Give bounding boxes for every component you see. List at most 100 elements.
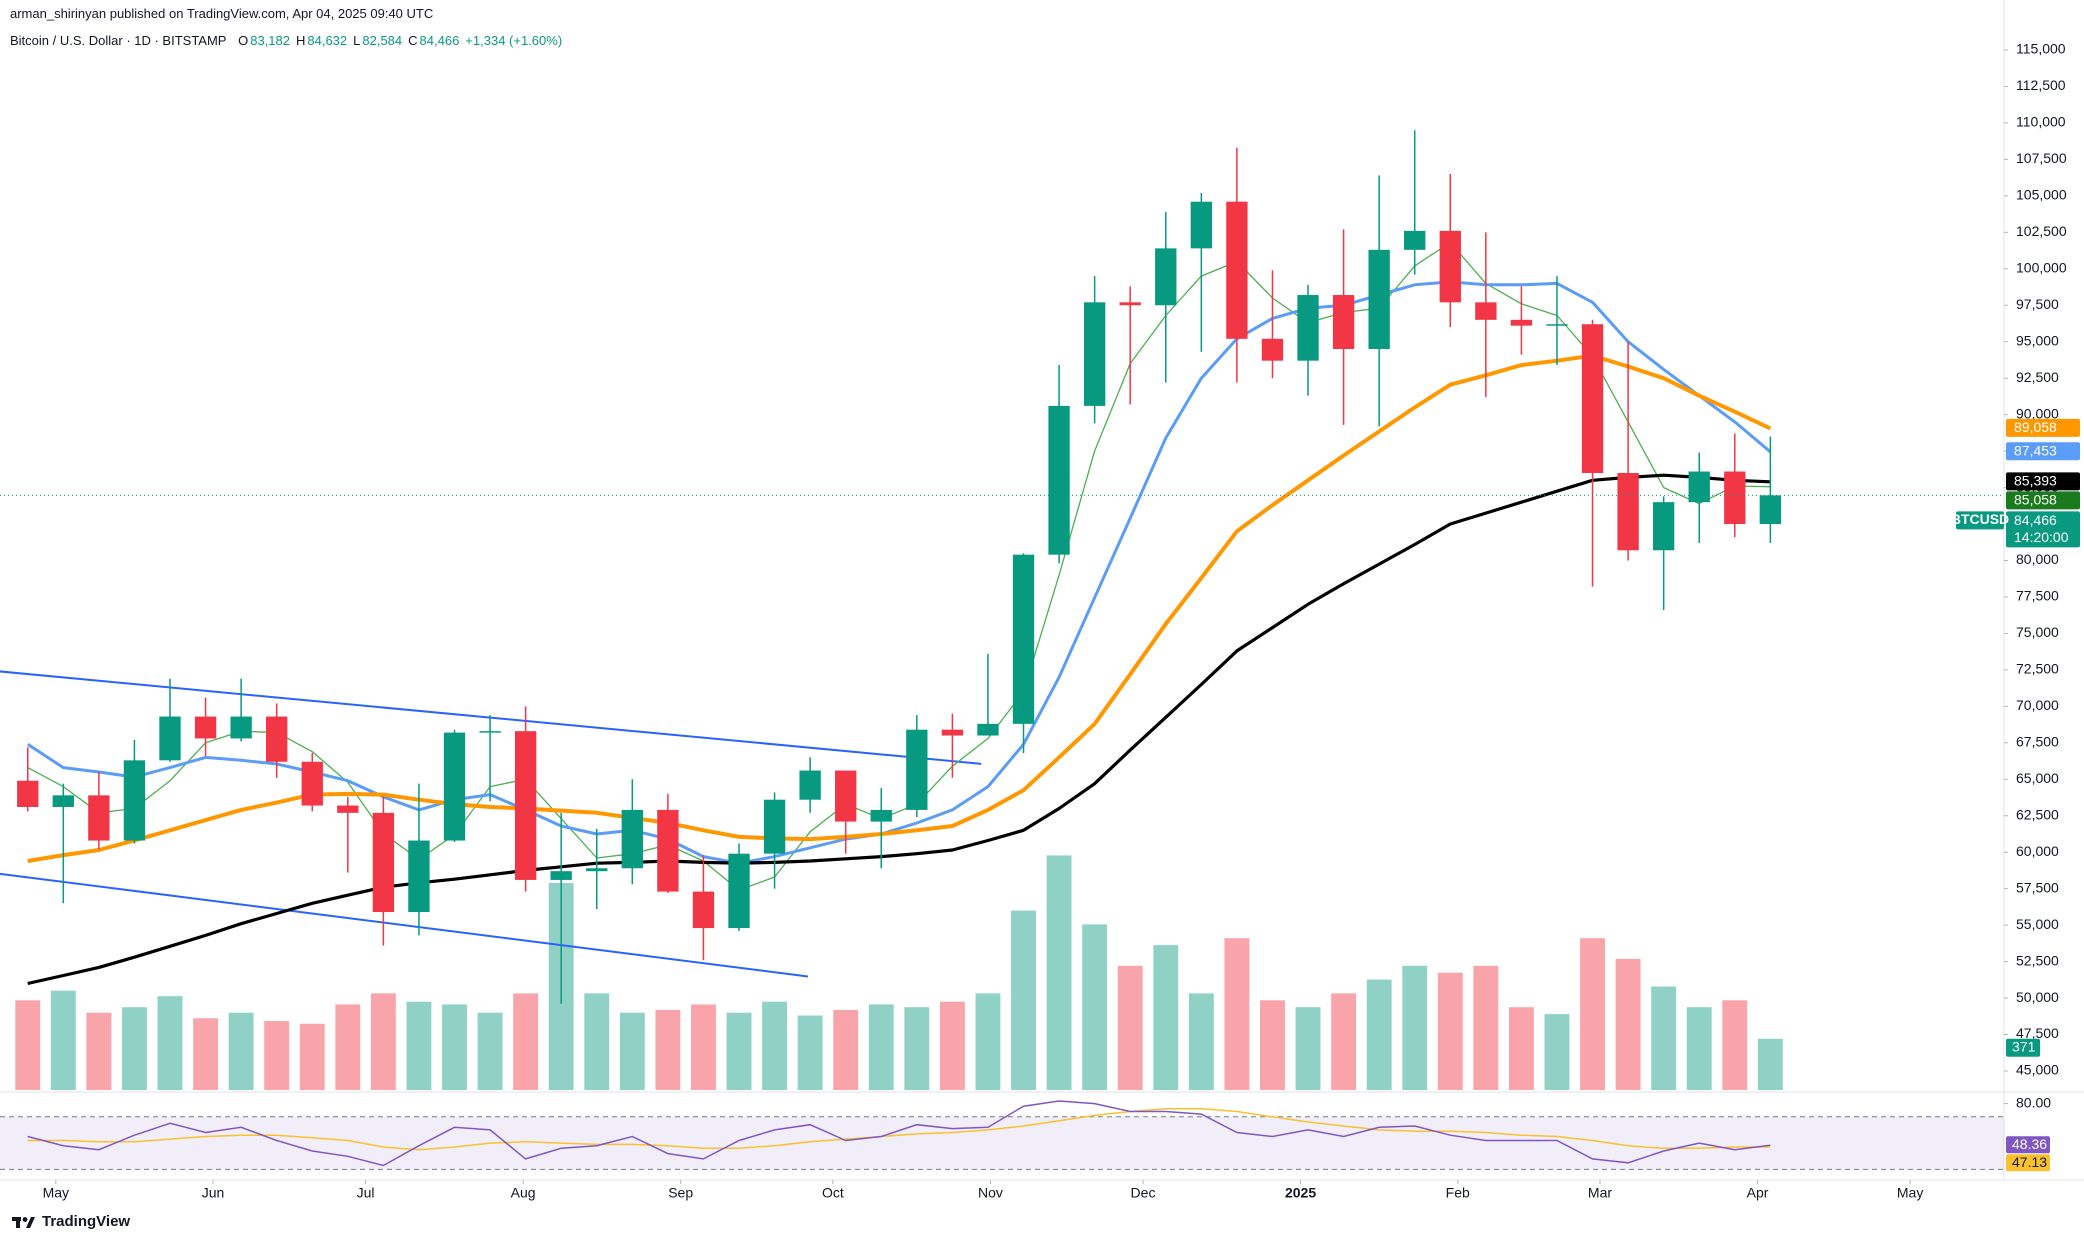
volume-bar: [1544, 1014, 1570, 1090]
footer: TradingView: [12, 1213, 130, 1230]
volume-bar: [1260, 1000, 1285, 1090]
candle-body: [266, 716, 288, 762]
candle-body: [479, 731, 501, 733]
moving-average: [27, 473, 1771, 986]
x-tick-label: May: [1897, 1185, 1923, 1201]
y-tick-label: 47,500: [2016, 1025, 2059, 1041]
logo: [12, 1216, 35, 1228]
y-tick-label: 102,500: [2016, 223, 2067, 239]
volume-bar: [1437, 972, 1463, 1090]
x-tick-label: Apr: [1747, 1185, 1769, 1201]
rsi-ma-value-bg: [2006, 1154, 2050, 1172]
candle-body: [17, 780, 39, 807]
candle-body: [586, 868, 608, 872]
y-tick-label: 92,500: [2016, 369, 2059, 385]
x-tick-label: May: [43, 1185, 69, 1201]
y-tick-label: 80,000: [2016, 551, 2059, 567]
volume-bar: [1580, 938, 1605, 1090]
candle-body: [337, 805, 359, 813]
y-tick-label: 90,000: [2016, 405, 2059, 421]
volume-bar: [797, 1015, 823, 1090]
price-label-bg: [2006, 472, 2080, 491]
volume-bar: [1473, 965, 1499, 1090]
candle-body: [1617, 472, 1639, 551]
volume-bar: [1224, 938, 1250, 1090]
price-label: 85,393: [2014, 473, 2057, 489]
ohlc-key: O: [238, 33, 249, 48]
candle-body: [1475, 302, 1497, 320]
volume-bar: [15, 1000, 41, 1090]
x-tick-label: Feb: [1446, 1185, 1470, 1201]
price-label-bg: [2006, 418, 2080, 437]
candle-body: [1261, 338, 1284, 361]
volume-bar: [1366, 979, 1392, 1090]
candle-body: [870, 809, 892, 822]
volume-bar: [904, 1007, 930, 1090]
volume-bar: [1117, 965, 1143, 1090]
volume-bar: [513, 993, 539, 1090]
rsi-ma-line: [27, 1108, 1771, 1151]
y-tick-label: 110,000: [2016, 114, 2066, 130]
y-tick-label: 70,000: [2016, 697, 2059, 713]
change: +1,334 (+1.60%): [465, 33, 563, 48]
volume-bar: [50, 990, 76, 1090]
candle-body: [1510, 319, 1533, 326]
branding[interactable]: TradingView: [42, 1213, 131, 1230]
y-tick-label: 115,000: [2016, 41, 2066, 57]
candle-body: [1652, 502, 1675, 551]
x-tick-label: 2025: [1285, 1185, 1316, 1201]
volume-bar: [619, 1012, 645, 1090]
rsi-value-bg: [2006, 1136, 2050, 1154]
candle-body: [657, 809, 679, 892]
volume-label-bg: [2006, 1038, 2040, 1057]
volume-bar: [442, 1004, 467, 1090]
volume-bar: [1331, 993, 1357, 1090]
y-tick-label: 75,000: [2016, 624, 2059, 640]
candle-body: [692, 891, 715, 929]
volume-bar: [762, 1001, 788, 1090]
moving-average: [27, 353, 1772, 863]
x-tick-label: Sep: [668, 1185, 693, 1201]
ohlc-value: 82,584: [362, 33, 403, 48]
volume-bar: [335, 1004, 361, 1090]
x-tick-label: Nov: [978, 1185, 1003, 1201]
candle-body: [408, 840, 430, 913]
candle-body: [906, 729, 928, 810]
candle-body: [941, 729, 964, 736]
volume-bar: [975, 993, 1001, 1090]
volume-bar: [157, 996, 183, 1090]
candle-body: [1688, 471, 1710, 503]
rsi-value: 48.36: [2012, 1136, 2047, 1152]
x-tick-label: Jun: [202, 1185, 225, 1201]
candle-body: [1226, 201, 1248, 339]
candle-body: [1581, 324, 1604, 473]
candle-body: [1404, 230, 1426, 250]
y-tick-label: 107,500: [2016, 150, 2067, 166]
y-tick-label: 112,500: [2016, 77, 2066, 93]
publisher: arman_shirinyan published on TradingView…: [10, 6, 434, 21]
y-tick-label: 50,000: [2016, 989, 2059, 1005]
volume-bar: [193, 1018, 219, 1090]
volume-bar: [1508, 1007, 1534, 1090]
price-label: 87,453: [2014, 442, 2057, 458]
ohlc-value: 84,466: [419, 33, 460, 48]
volume-bar: [726, 1012, 752, 1090]
ohlc-value: 83,182: [250, 33, 290, 48]
candle-body: [1119, 302, 1141, 306]
candle-body: [1297, 295, 1319, 361]
volume-bar: [406, 1001, 432, 1090]
candle-body: [1546, 324, 1568, 326]
candle-body: [1759, 495, 1782, 525]
price-label: 89,058: [2014, 419, 2057, 435]
volume-bar: [1295, 1007, 1321, 1090]
volume-bar: [1686, 1007, 1712, 1090]
y-tick-label: 95,000: [2016, 332, 2059, 348]
y-tick-label: 45,000: [2016, 1062, 2059, 1078]
ohlc-key: C: [408, 33, 418, 48]
volume-bar: [299, 1023, 325, 1090]
rsi-ma-value: 47.13: [2012, 1154, 2047, 1170]
y-tick-label: 100,000: [2016, 259, 2067, 275]
x-tick-label: Oct: [822, 1185, 844, 1201]
